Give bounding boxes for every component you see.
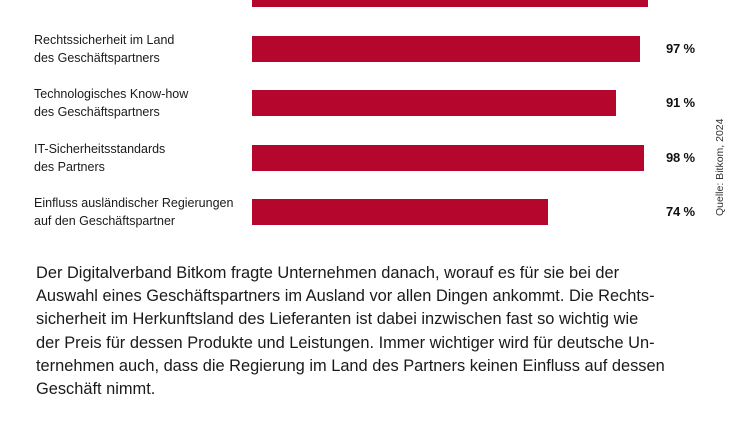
value-label: 98 % [666, 149, 695, 165]
category-label: Rechtssicherheit im Land des Geschäftspa… [34, 32, 175, 65]
category-label: Technologisches Know-how des Geschäftspa… [34, 87, 189, 119]
bar [252, 35, 640, 62]
bar [252, 0, 648, 7]
value-label: 74 % [666, 204, 695, 219]
body-line: Geschäft nimmt. [36, 380, 156, 399]
value-label: 97 % [666, 40, 695, 56]
category-label: Einfluss ausländischer Regierungen auf d… [34, 196, 234, 228]
description-text: Der Digitalverband Bitkom fragte Unterne… [36, 262, 706, 401]
source-note: Quelle: Bitkom, 2024 [714, 118, 726, 216]
body-line: sicherheit im Herkunftsland des Lieferan… [36, 310, 639, 329]
value-label: 91 % [666, 95, 695, 110]
body-line: Auswahl eines Geschäftspartners im Ausla… [36, 287, 655, 306]
body-line: ternehmen auch, dass die Regierung im La… [36, 356, 665, 375]
category-label: IT-Sicherheitsstandards des Partners [34, 141, 166, 174]
bar [252, 90, 616, 116]
bar [252, 199, 548, 225]
bar-chart: KonditionenRechtssicherheit im Land des … [34, 0, 695, 228]
body-line: der Preis für dessen Produkte und Leistu… [36, 333, 655, 352]
bar [252, 144, 644, 171]
body-line: Der Digitalverband Bitkom fragte Unterne… [36, 264, 620, 282]
